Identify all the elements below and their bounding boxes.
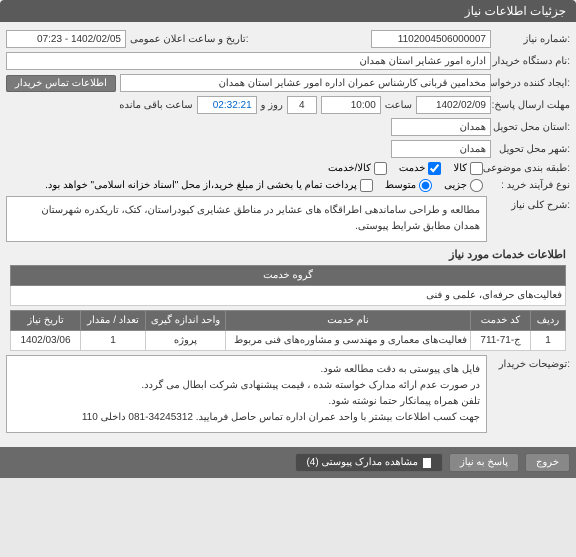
city-field[interactable] <box>391 140 491 158</box>
td-name: فعالیت‌های معماری و مهندسی و مشاوره‌های … <box>226 331 471 351</box>
day-label: روز و <box>261 100 283 111</box>
td-code: ج-71-711 <box>471 331 531 351</box>
deadline-time-field[interactable] <box>321 96 381 114</box>
cat-service-input[interactable] <box>428 162 441 175</box>
creator-label: :ایجاد کننده درخواست <box>495 78 570 89</box>
services-section-title: اطلاعات خدمات مورد نیاز <box>10 248 566 261</box>
cat-service-label: خدمت <box>399 163 426 174</box>
th-row: ردیف <box>531 311 566 331</box>
exit-label: خروج <box>536 457 559 468</box>
td-qty: 1 <box>81 331 146 351</box>
group-header: گروه خدمت <box>11 266 566 286</box>
proc-medium-label: متوسط <box>385 180 416 191</box>
niaz-number-field[interactable] <box>371 30 491 48</box>
proc-note-input[interactable] <box>360 179 373 192</box>
group-table-area: گروه خدمت فعالیت‌های حرفه‌ای، علمی و فنی <box>10 265 566 306</box>
city-label: :شهر محل تحویل <box>495 144 570 155</box>
th-qty: تعداد / مقدار <box>81 311 146 331</box>
th-name: نام خدمت <box>226 311 471 331</box>
public-date-field[interactable] <box>6 30 126 48</box>
cat-goods-service-checkbox[interactable]: کالا/خدمت <box>328 162 387 175</box>
th-unit: واحد اندازه گیری <box>146 311 226 331</box>
main-table: ردیف کد خدمت نام خدمت واحد اندازه گیری ت… <box>10 310 566 351</box>
desc-box: مطالعه و طراحی ساماندهی اطراقگاه های عشا… <box>6 196 487 242</box>
deadline-date-field[interactable] <box>416 96 491 114</box>
header-title: جزئیات اطلاعات نیاز <box>465 4 566 18</box>
group-cell: فعالیت‌های حرفه‌ای، علمی و فنی <box>11 286 566 306</box>
cat-goods-label: کالا <box>453 163 467 174</box>
proc-medium-radio[interactable]: متوسط <box>385 179 432 192</box>
buyer-field[interactable] <box>6 52 491 70</box>
cat-service-checkbox[interactable]: خدمت <box>399 162 442 175</box>
contact-button[interactable]: اطلاعات تماس خریدار <box>6 75 116 92</box>
exit-button[interactable]: خروج <box>525 453 570 472</box>
cat-goods-service-input[interactable] <box>374 162 387 175</box>
niaz-number-label: :شماره نیاز <box>495 34 570 45</box>
main-container: جزئیات اطلاعات نیاز :شماره نیاز :تاریخ و… <box>0 0 576 478</box>
creator-field[interactable] <box>120 74 491 92</box>
group-table: گروه خدمت فعالیت‌های حرفه‌ای، علمی و فنی <box>10 265 566 306</box>
buyer-label: :نام دستگاه خریدار <box>495 56 570 67</box>
notes-label: :توضیحات خریدار <box>495 355 570 370</box>
footer-buttons: خروج پاسخ به نیاز مشاهده مدارک پیوستی (4… <box>0 447 576 478</box>
proc-medium-input[interactable] <box>419 179 432 192</box>
document-icon <box>422 458 432 468</box>
time-label: ساعت <box>385 100 412 111</box>
form-area: :شماره نیاز :تاریخ و ساعت اعلان عمومی :ن… <box>0 22 576 447</box>
days-left-field[interactable] <box>287 96 317 114</box>
proc-small-radio[interactable]: جزیی <box>444 179 483 192</box>
province-label: :استان محل تحویل <box>495 122 570 133</box>
td-row: 1 <box>531 331 566 351</box>
th-date: تاریخ نیاز <box>11 311 81 331</box>
table-row: 1 ج-71-711 فعالیت‌های معماری و مهندسی و … <box>11 331 566 351</box>
respond-button[interactable]: پاسخ به نیاز <box>449 453 519 472</box>
main-table-area: ردیف کد خدمت نام خدمت واحد اندازه گیری ت… <box>10 310 566 351</box>
deadline-label: مهلت ارسال پاسخ: تا تاریخ <box>495 100 570 111</box>
remaining-time-field[interactable] <box>197 96 257 114</box>
cat-goods-service-label: کالا/خدمت <box>328 163 371 174</box>
td-unit: پروژه <box>146 331 226 351</box>
th-code: کد خدمت <box>471 311 531 331</box>
respond-label: پاسخ به نیاز <box>460 457 508 468</box>
category-label: :طبقه بندی موضوعی <box>495 163 570 174</box>
view-docs-label: مشاهده مدارک پیوستی (4) <box>306 457 418 468</box>
panel-header: جزئیات اطلاعات نیاز <box>0 0 576 22</box>
notes-box: فایل های پیوستی به دقت مطالعه شود. در صو… <box>6 355 487 433</box>
cat-goods-checkbox[interactable]: کالا <box>453 162 483 175</box>
process-label: نوع فرآیند خرید : <box>495 180 570 191</box>
td-date: 1402/03/06 <box>11 331 81 351</box>
view-docs-button[interactable]: مشاهده مدارک پیوستی (4) <box>295 453 443 472</box>
proc-small-label: جزیی <box>444 180 467 191</box>
remaining-label: ساعت باقی مانده <box>119 100 192 111</box>
table-row: فعالیت‌های حرفه‌ای، علمی و فنی <box>11 286 566 306</box>
province-field[interactable] <box>391 118 491 136</box>
desc-label: :شرح کلی نیاز <box>495 196 570 211</box>
public-date-label: :تاریخ و ساعت اعلان عمومی <box>130 34 249 45</box>
cat-goods-input[interactable] <box>470 162 483 175</box>
proc-note-checkbox[interactable]: پرداخت تمام یا بخشی از مبلغ خرید،از محل … <box>45 179 373 192</box>
proc-note-label: پرداخت تمام یا بخشی از مبلغ خرید،از محل … <box>45 180 357 191</box>
proc-small-input[interactable] <box>470 179 483 192</box>
